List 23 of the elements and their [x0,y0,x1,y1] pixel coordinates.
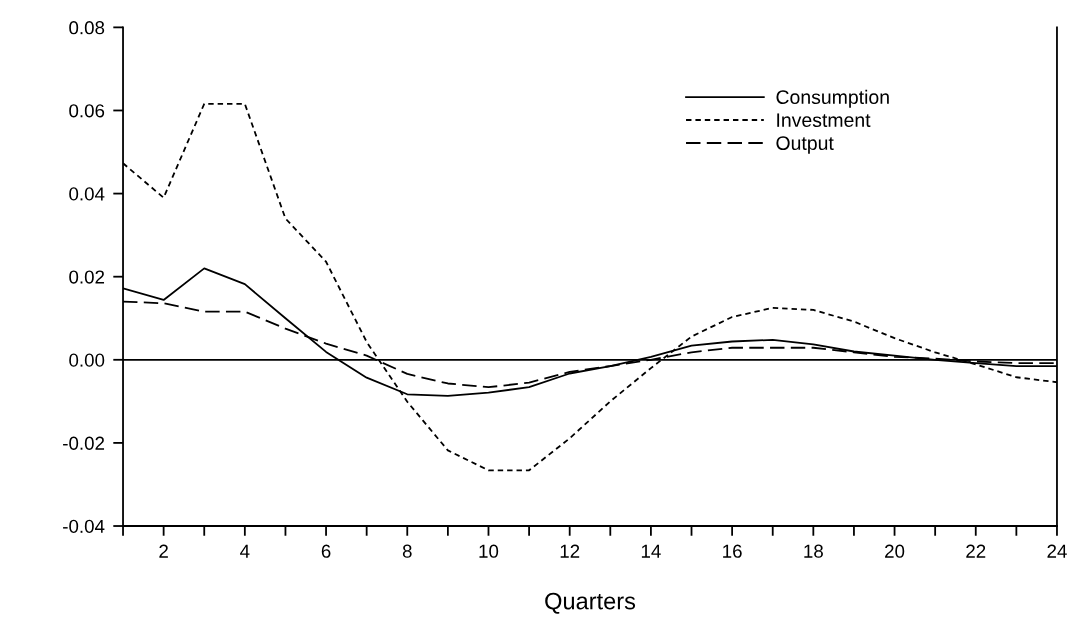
x-tick-label: 6 [321,544,331,558]
x-tick-label: 18 [804,544,823,558]
x-tick-label: 14 [641,544,661,558]
legend-label: Consumption [776,89,889,108]
y-tick-label: 0.08 [69,21,105,35]
x-axis-title: Quarters [545,592,636,614]
y-tick-label: 0.00 [69,353,105,367]
x-tick-label: 12 [560,544,580,558]
legend-label: Investment [777,113,871,128]
x-tick-label: 8 [402,544,412,558]
y-tick-label: -0.04 [63,519,105,533]
y-tick-label: 0.04 [69,187,105,201]
x-tick-label: 24 [1047,544,1067,558]
y-tick-label: 0.06 [69,104,105,118]
x-tick-label: 4 [240,544,250,558]
y-tick-label: 0.02 [69,270,105,284]
x-tick-label: 2 [159,544,168,558]
x-tick-label: 22 [966,544,986,558]
y-tick-label: -0.02 [63,436,105,450]
x-tick-label: 16 [723,544,742,558]
x-tick-label: 20 [885,544,905,558]
legend-label: Output [776,136,834,154]
x-tick-label: 10 [479,544,499,558]
